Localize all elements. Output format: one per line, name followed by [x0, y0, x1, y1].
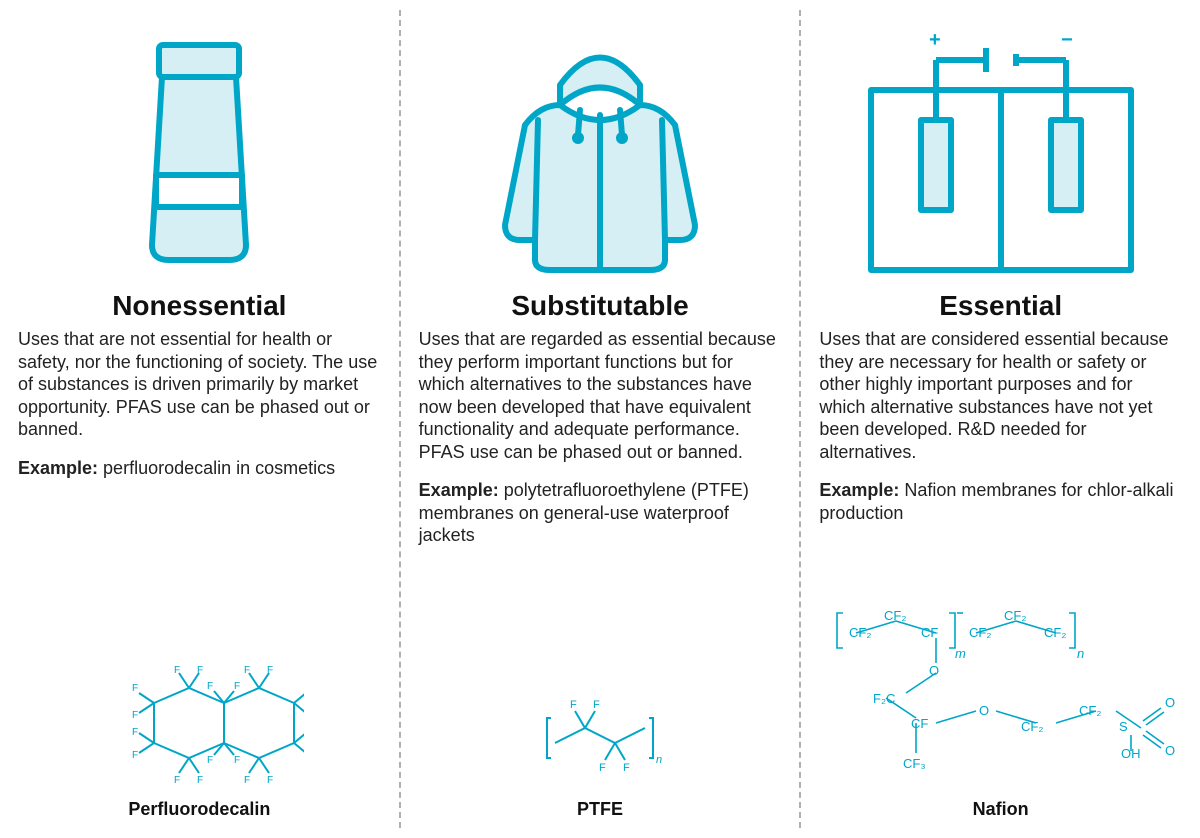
- svg-text:F: F: [207, 681, 213, 692]
- svg-text:F: F: [197, 665, 203, 676]
- svg-text:F: F: [174, 665, 180, 676]
- svg-text:F: F: [132, 727, 138, 738]
- icon-wrap: [18, 20, 381, 290]
- svg-text:F: F: [267, 665, 273, 676]
- molecule-wrap: CF₂ CF₂ CF CF₂ CF₂ CF₂ m n O F₂C CF O CF…: [819, 524, 1182, 828]
- svg-text:F: F: [132, 710, 138, 721]
- panel-example: Example: Nafion membranes for chlor-alka…: [819, 479, 1182, 524]
- svg-text:CF₂: CF₂: [1021, 719, 1043, 734]
- panel-title: Substitutable: [419, 290, 782, 322]
- panel-title: Nonessential: [18, 290, 381, 322]
- svg-text:O: O: [1165, 743, 1175, 758]
- molecule-name: Nafion: [821, 799, 1181, 820]
- panel-nonessential: Nonessential Uses that are not essential…: [0, 0, 399, 838]
- svg-text:CF: CF: [921, 625, 938, 640]
- svg-text:F: F: [234, 755, 240, 766]
- svg-text:CF₂: CF₂: [1079, 703, 1101, 718]
- svg-text:F: F: [244, 775, 250, 786]
- example-label: Example:: [819, 480, 899, 500]
- svg-text:CF: CF: [911, 716, 928, 731]
- molecule-wrap: F F F F n PTFE: [419, 547, 782, 829]
- svg-text:CF₃: CF₃: [903, 756, 926, 771]
- svg-text:F: F: [623, 762, 630, 774]
- panel-description: Uses that are not essential for health o…: [18, 328, 381, 441]
- svg-text:m: m: [955, 646, 966, 661]
- svg-text:O: O: [979, 703, 989, 718]
- svg-text:S: S: [1119, 719, 1128, 734]
- svg-text:F: F: [570, 699, 577, 711]
- electrolytic-cell-icon: + −: [851, 30, 1151, 280]
- ptfe-structure-icon: F F F F n: [525, 683, 675, 793]
- panel-example: Example: polytetrafluoroethylene (PTFE) …: [419, 479, 782, 547]
- tube-icon: [124, 35, 274, 275]
- nafion-structure-icon: CF₂ CF₂ CF CF₂ CF₂ CF₂ m n O F₂C CF O CF…: [821, 603, 1181, 793]
- example-text: perfluorodecalin in cosmetics: [98, 458, 335, 478]
- example-label: Example:: [419, 480, 499, 500]
- infographic-container: Nonessential Uses that are not essential…: [0, 0, 1200, 838]
- svg-text:F: F: [244, 665, 250, 676]
- icon-wrap: [419, 20, 782, 290]
- svg-text:F: F: [174, 775, 180, 786]
- perfluorodecalin-structure-icon: FF FF FF FF FF FF FF FF FF FF: [94, 663, 304, 793]
- molecule-wrap: FF FF FF FF FF FF FF FF FF FF Perfluorod…: [18, 479, 381, 828]
- svg-text:CF₂: CF₂: [849, 625, 871, 640]
- svg-text:F: F: [267, 775, 273, 786]
- svg-text:O: O: [1165, 695, 1175, 710]
- molecule-name: PTFE: [525, 799, 675, 820]
- svg-text:F: F: [593, 699, 600, 711]
- panel-description: Uses that are considered essential becau…: [819, 328, 1182, 463]
- panel-title: Essential: [819, 290, 1182, 322]
- svg-text:O: O: [929, 663, 939, 678]
- svg-text:F: F: [234, 681, 240, 692]
- panel-essential: + − Essential Uses that are considered e…: [801, 0, 1200, 838]
- molecule-name: Perfluorodecalin: [94, 799, 304, 820]
- svg-text:−: −: [1061, 30, 1073, 51]
- jacket-icon: [470, 25, 730, 285]
- svg-text:F: F: [197, 775, 203, 786]
- svg-text:CF₂: CF₂: [1004, 608, 1026, 623]
- svg-text:F: F: [132, 683, 138, 694]
- svg-text:F₂C: F₂C: [873, 691, 895, 706]
- svg-text:+: +: [929, 30, 941, 51]
- svg-text:CF₂: CF₂: [969, 625, 991, 640]
- panel-substitutable: Substitutable Uses that are regarded as …: [401, 0, 800, 838]
- svg-text:F: F: [207, 755, 213, 766]
- svg-text:F: F: [599, 762, 606, 774]
- example-label: Example:: [18, 458, 98, 478]
- panel-description: Uses that are regarded as essential beca…: [419, 328, 782, 463]
- svg-text:n: n: [656, 754, 662, 766]
- svg-text:CF₂: CF₂: [1044, 625, 1066, 640]
- icon-wrap: + −: [819, 20, 1182, 290]
- svg-text:n: n: [1077, 646, 1084, 661]
- panel-example: Example: perfluorodecalin in cosmetics: [18, 457, 381, 480]
- svg-text:CF₂: CF₂: [884, 608, 906, 623]
- svg-text:F: F: [132, 750, 138, 761]
